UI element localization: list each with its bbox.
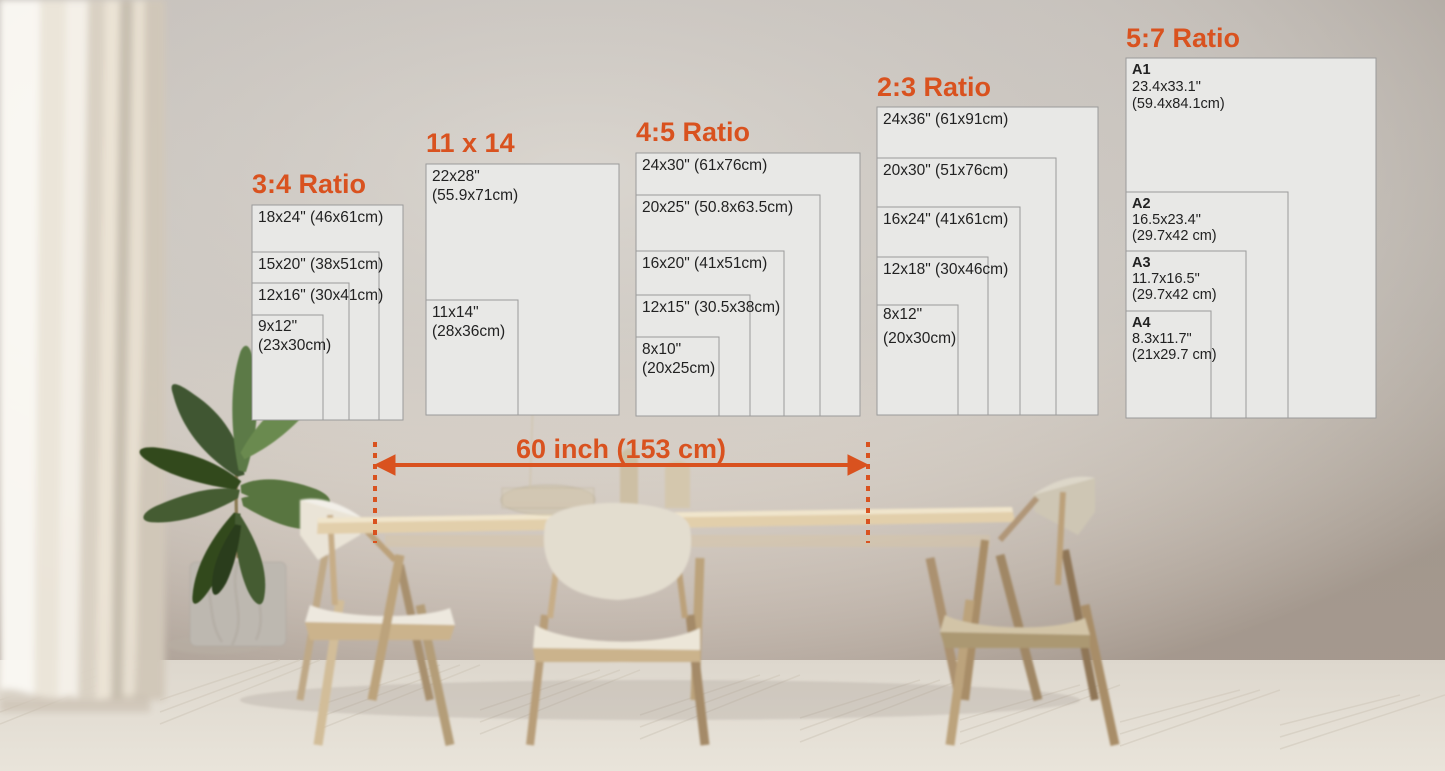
- svg-text:16.5x23.4": 16.5x23.4": [1132, 212, 1201, 228]
- svg-text:3:4 Ratio: 3:4 Ratio: [252, 169, 366, 199]
- svg-text:20x30" (51x76cm): 20x30" (51x76cm): [883, 162, 1008, 179]
- svg-text:22x28": 22x28": [432, 168, 480, 185]
- svg-text:8x10": 8x10": [642, 341, 681, 358]
- svg-text:(21x29.7 cm): (21x29.7 cm): [1132, 347, 1217, 363]
- svg-text:(20x30cm): (20x30cm): [883, 330, 956, 347]
- svg-text:8.3x11.7": 8.3x11.7": [1132, 331, 1192, 347]
- svg-text:20x25" (50.8x63.5cm): 20x25" (50.8x63.5cm): [642, 199, 793, 216]
- svg-text:A2: A2: [1132, 196, 1151, 212]
- svg-text:60 inch (153 cm): 60 inch (153 cm): [516, 434, 726, 464]
- svg-text:11.7x16.5": 11.7x16.5": [1132, 271, 1200, 287]
- svg-text:24x30" (61x76cm): 24x30" (61x76cm): [642, 157, 767, 174]
- svg-text:(20x25cm): (20x25cm): [642, 360, 715, 377]
- svg-text:A4: A4: [1132, 315, 1151, 331]
- svg-text:23.4x33.1": 23.4x33.1": [1132, 79, 1201, 95]
- svg-text:A1: A1: [1132, 62, 1151, 78]
- svg-text:A3: A3: [1132, 255, 1151, 271]
- svg-text:(23x30cm): (23x30cm): [258, 337, 331, 354]
- svg-text:18x24" (46x61cm): 18x24" (46x61cm): [258, 209, 383, 226]
- svg-text:15x20" (38x51cm): 15x20" (38x51cm): [258, 256, 383, 273]
- svg-text:16x20" (41x51cm): 16x20" (41x51cm): [642, 255, 767, 272]
- svg-text:5:7 Ratio: 5:7 Ratio: [1126, 23, 1240, 53]
- svg-text:9x12": 9x12": [258, 318, 297, 335]
- svg-text:(28x36cm): (28x36cm): [432, 323, 505, 340]
- svg-text:24x36" (61x91cm): 24x36" (61x91cm): [883, 111, 1008, 128]
- svg-text:2:3 Ratio: 2:3 Ratio: [877, 72, 991, 102]
- svg-text:11 x 14: 11 x 14: [426, 128, 515, 158]
- svg-text:12x16" (30x41cm): 12x16" (30x41cm): [258, 287, 383, 304]
- svg-text:16x24" (41x61cm): 16x24" (41x61cm): [883, 211, 1008, 228]
- svg-text:(29.7x42 cm): (29.7x42 cm): [1132, 228, 1217, 244]
- svg-text:11x14": 11x14": [432, 304, 479, 321]
- svg-text:12x15" (30.5x38cm): 12x15" (30.5x38cm): [642, 299, 780, 316]
- svg-text:(59.4x84.1cm): (59.4x84.1cm): [1132, 96, 1225, 112]
- svg-text:(55.9x71cm): (55.9x71cm): [432, 187, 518, 204]
- svg-text:8x12": 8x12": [883, 306, 922, 323]
- svg-text:(29.7x42 cm): (29.7x42 cm): [1132, 287, 1217, 303]
- svg-text:12x18" (30x46cm): 12x18" (30x46cm): [883, 261, 1008, 278]
- svg-text:4:5 Ratio: 4:5 Ratio: [636, 117, 750, 147]
